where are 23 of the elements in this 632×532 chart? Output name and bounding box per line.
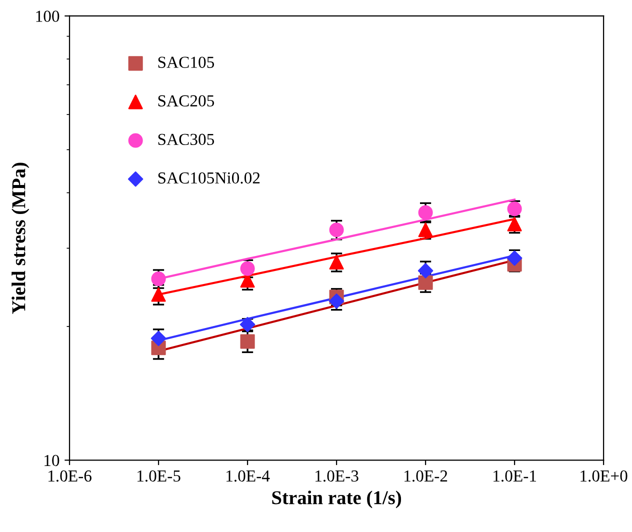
x-tick-label: 1.0E-2: [404, 470, 448, 482]
point: [418, 275, 433, 290]
point: [329, 222, 344, 238]
y-axis-title: Yield stress (MPa): [12, 162, 30, 314]
point: [240, 334, 255, 349]
point: [150, 330, 166, 346]
point: [418, 205, 433, 220]
x-tick-label: 1.0E-3: [316, 470, 358, 482]
point: [329, 254, 344, 270]
x-tick-label: 1.0E-1: [494, 470, 536, 482]
point: [151, 287, 166, 302]
legend-label: SAC305: [158, 134, 214, 146]
point: [418, 263, 434, 278]
legend-label: SAC105: [158, 56, 214, 68]
x-tick-label: 1.0E-4: [226, 470, 270, 482]
x-axis-title: Strain rate (1/s): [272, 490, 402, 508]
y-tick-label: 100: [36, 10, 60, 22]
x-tick-label: 1.0E+0: [580, 470, 628, 482]
x-tick-label: 1.0E-5: [138, 470, 180, 482]
legend-label: SAC205: [158, 95, 214, 106]
legend-label: SAC105Ni0.02: [158, 172, 260, 184]
y-tick-label: 10: [44, 454, 60, 466]
x-tick-label: 1.0E-6: [48, 470, 92, 482]
